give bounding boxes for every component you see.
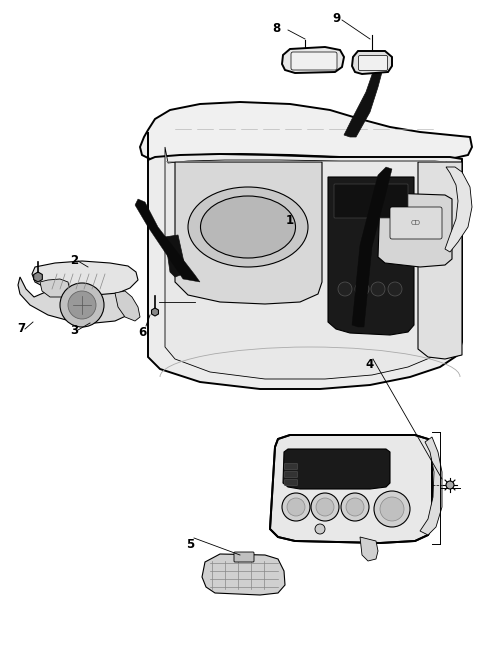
Text: 9: 9 — [332, 11, 340, 25]
Polygon shape — [148, 132, 462, 389]
Polygon shape — [18, 277, 132, 323]
FancyBboxPatch shape — [291, 52, 337, 70]
Text: CD: CD — [411, 220, 421, 226]
Polygon shape — [360, 537, 378, 561]
Text: 6: 6 — [138, 325, 146, 338]
Text: 2: 2 — [70, 255, 78, 267]
Polygon shape — [378, 193, 452, 267]
Polygon shape — [283, 449, 390, 489]
Circle shape — [355, 282, 369, 296]
Text: 8: 8 — [272, 21, 280, 35]
Text: 3: 3 — [70, 323, 78, 336]
Polygon shape — [175, 162, 322, 304]
Polygon shape — [418, 162, 462, 359]
Polygon shape — [202, 554, 285, 595]
FancyBboxPatch shape — [285, 464, 298, 470]
Polygon shape — [328, 177, 414, 335]
Polygon shape — [352, 51, 392, 74]
Circle shape — [374, 491, 410, 527]
FancyBboxPatch shape — [234, 552, 254, 562]
Polygon shape — [420, 437, 442, 535]
Polygon shape — [32, 261, 138, 295]
Circle shape — [341, 493, 369, 521]
Text: 5: 5 — [186, 538, 194, 550]
Polygon shape — [282, 47, 344, 73]
Circle shape — [282, 493, 310, 521]
Circle shape — [315, 524, 325, 534]
Text: 1: 1 — [286, 213, 294, 227]
Polygon shape — [135, 199, 200, 282]
Polygon shape — [165, 147, 446, 379]
Polygon shape — [115, 291, 140, 321]
Circle shape — [446, 481, 454, 489]
Circle shape — [287, 498, 305, 516]
Polygon shape — [140, 102, 472, 160]
Polygon shape — [270, 435, 432, 543]
Circle shape — [338, 282, 352, 296]
Circle shape — [380, 497, 404, 521]
FancyBboxPatch shape — [285, 472, 298, 478]
Text: 7: 7 — [17, 323, 25, 336]
Circle shape — [316, 498, 334, 516]
Circle shape — [311, 493, 339, 521]
Circle shape — [346, 498, 364, 516]
Polygon shape — [344, 67, 382, 137]
FancyBboxPatch shape — [359, 55, 387, 71]
Ellipse shape — [201, 196, 296, 258]
Circle shape — [388, 282, 402, 296]
Circle shape — [68, 291, 96, 319]
Polygon shape — [352, 167, 392, 327]
FancyBboxPatch shape — [334, 184, 408, 218]
Ellipse shape — [188, 187, 308, 267]
Circle shape — [371, 282, 385, 296]
Polygon shape — [40, 279, 70, 297]
Text: 4: 4 — [365, 358, 373, 372]
FancyBboxPatch shape — [390, 207, 442, 239]
FancyBboxPatch shape — [285, 480, 298, 486]
Circle shape — [60, 283, 104, 327]
Polygon shape — [165, 235, 185, 277]
Polygon shape — [445, 167, 472, 252]
